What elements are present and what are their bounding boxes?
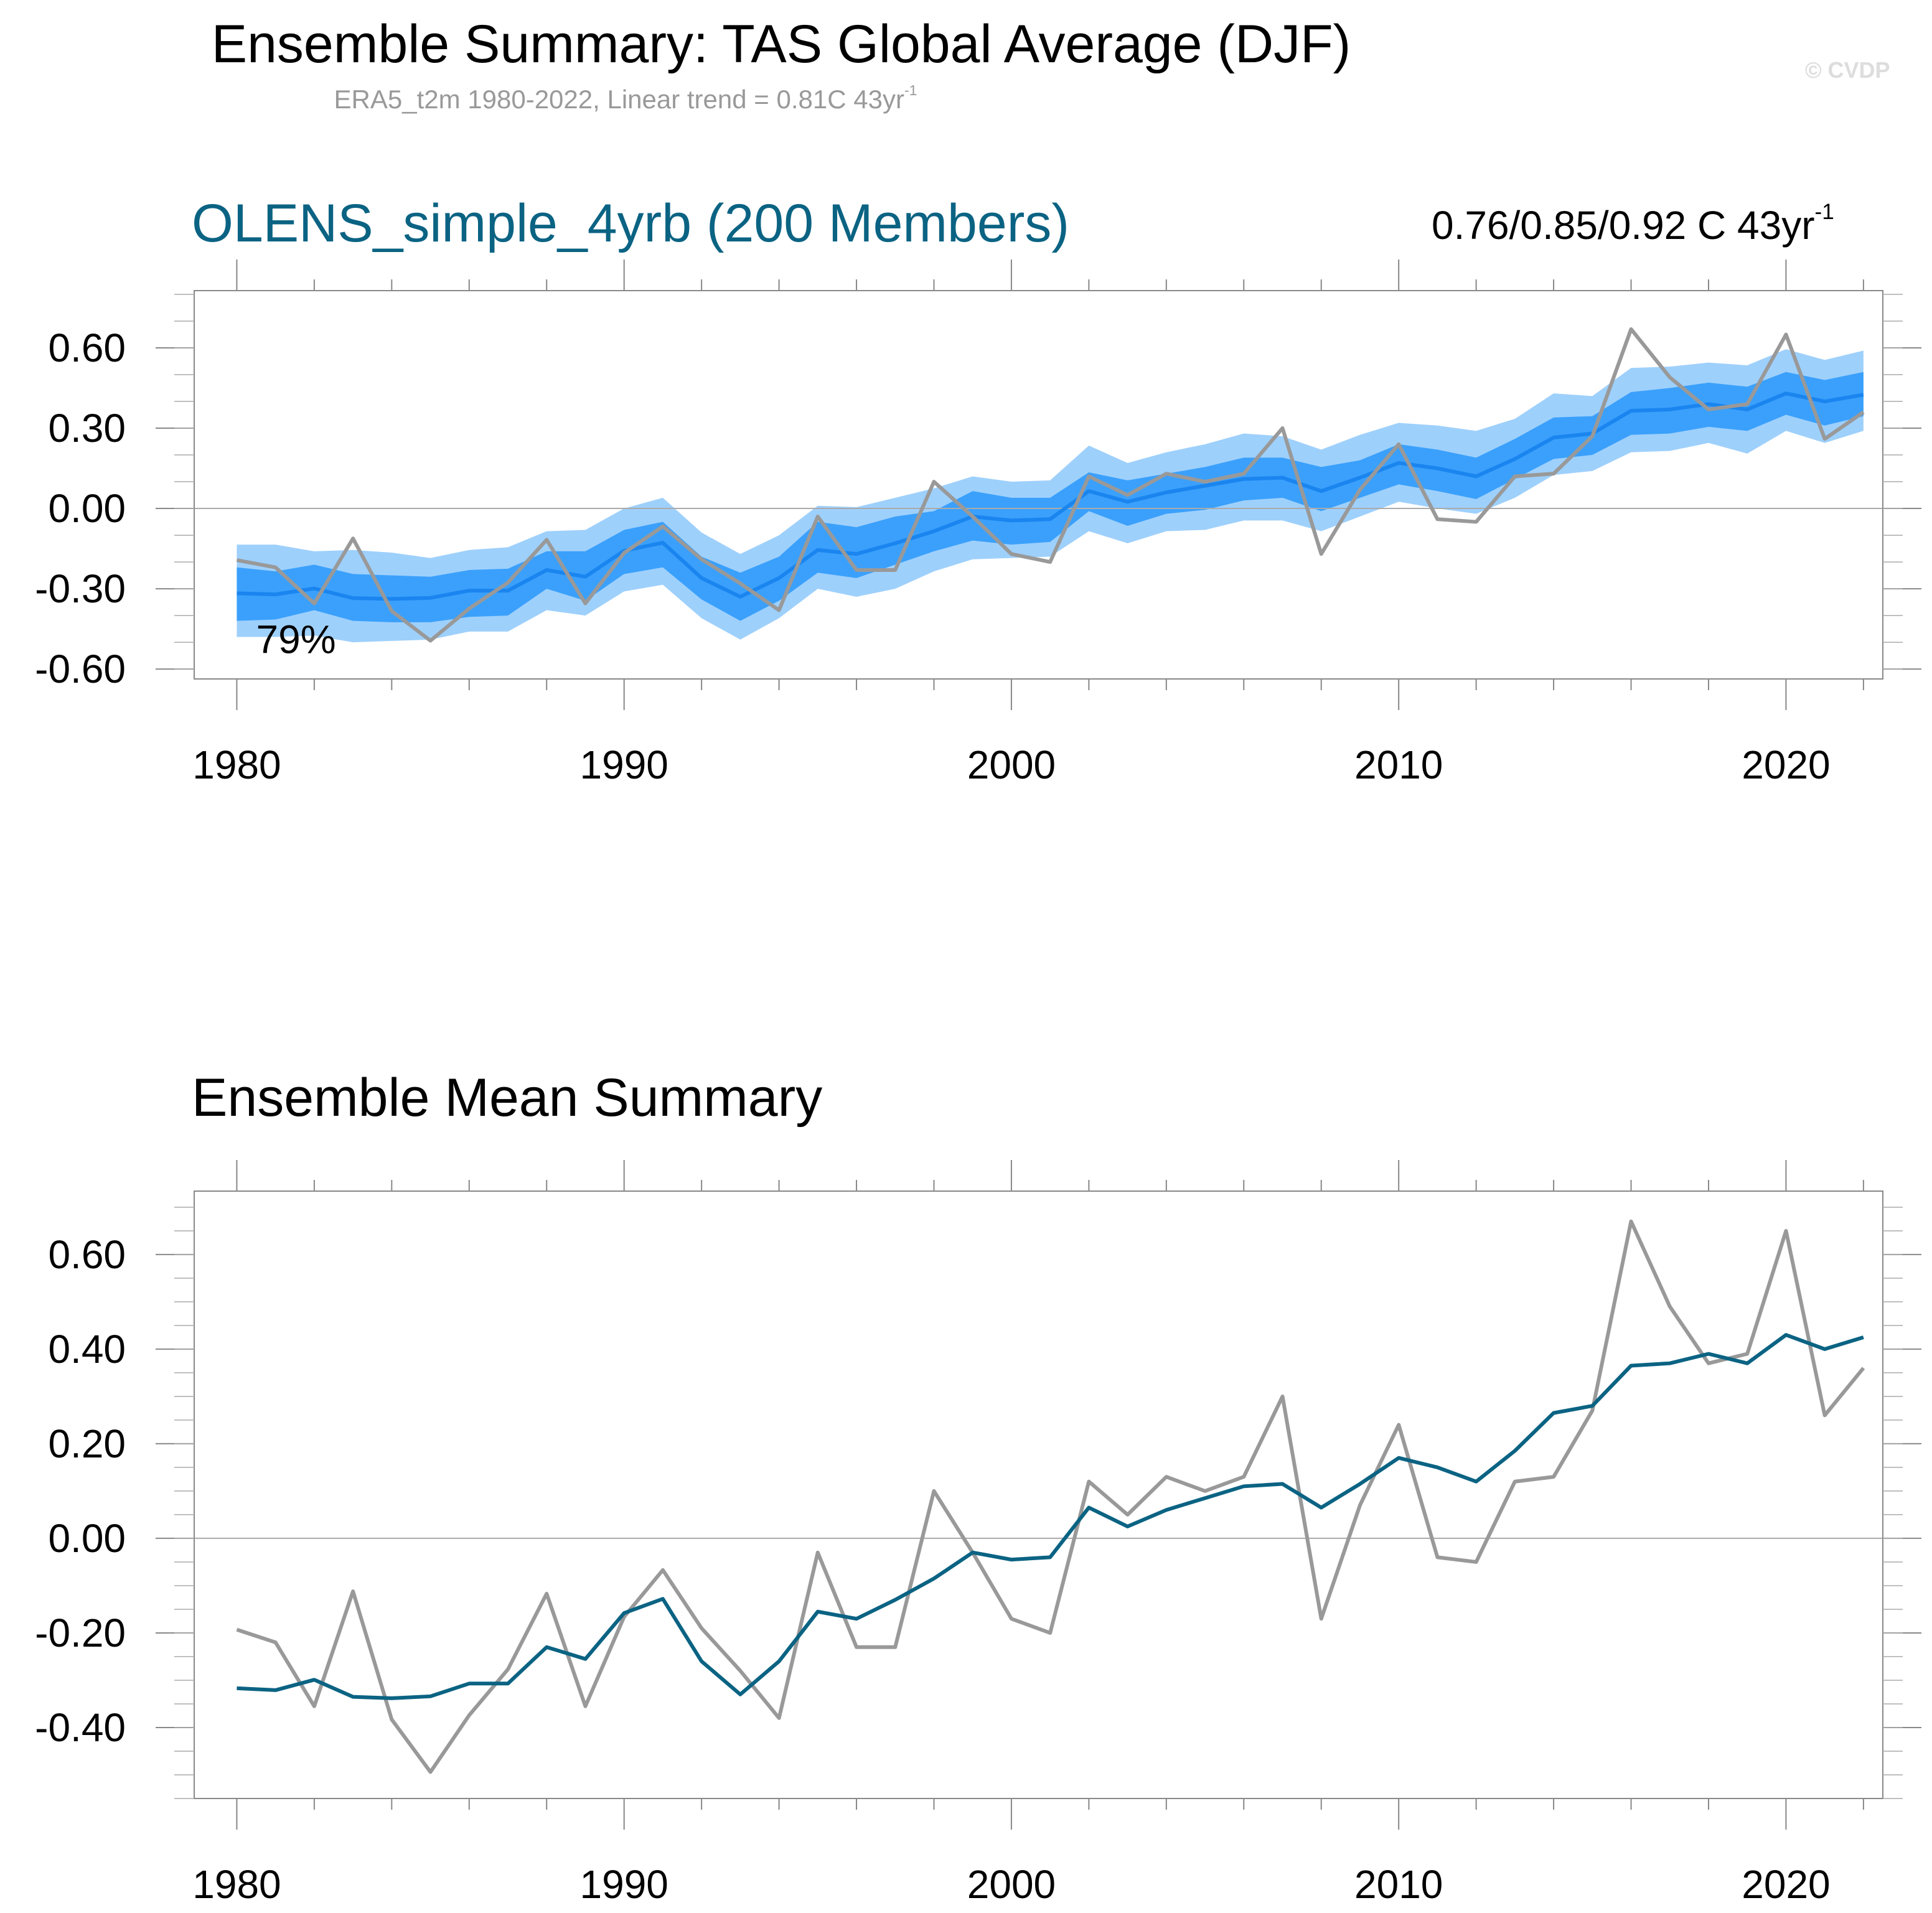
y-tick-label: 0.00 [48,1516,126,1561]
x-tick-label: 1980 [192,1862,281,1907]
y-tick-label: 0.00 [48,486,126,531]
y-tick-label: 0.30 [48,406,126,451]
ensemble-spread-panel: 1980 1990 2000 2010 2020 -0.60 -0.30 0.00 0.30 0.… [35,260,1921,787]
ensemble-mean-panel: 1980 1990 2000 2010 2020 -0.40 -0.20 0.00 0.20 0.… [35,1160,1921,1907]
subtitle: ERA5_t2m 1980-2022, Linear trend = 0.81C… [0,82,1251,115]
trend-range-label: 0.76/0.85/0.92 C 43yr-1 [1432,200,1834,248]
subtitle-text: ERA5_t2m 1980-2022, Linear trend = 0.81C… [334,85,904,114]
y-tick-label: -0.30 [35,566,126,611]
trend-range-superscript: -1 [1814,200,1834,224]
x-tick-label: 2010 [1354,1862,1443,1907]
subtitle-superscript: -1 [904,82,917,98]
y-tick-label: 0.40 [48,1327,126,1372]
y-tick-label: -0.40 [35,1705,126,1750]
x-tick-label: 2020 [1742,1862,1830,1907]
plot-frame [194,1190,1883,1799]
panel2-title: Ensemble Mean Summary [192,1068,823,1128]
inner-spread-band [237,372,1864,622]
y-tick-label: -0.20 [35,1611,126,1655]
plot-frame [194,290,1883,680]
y-tick-label: 0.20 [48,1421,126,1466]
x-tick-label: 1990 [580,742,668,787]
cvdp-watermark: © CVDP [1805,57,1890,83]
x-tick-label: 2000 [967,1862,1056,1907]
y-tick-label: -0.60 [35,647,126,691]
observations-line [236,327,1865,643]
x-tick-label: 2020 [1742,742,1830,787]
observations-line [236,1219,1865,1774]
main-title: Ensemble Summary: TAS Global Average (DJ… [211,14,1351,74]
ensemble-mean-line [237,1333,1864,1700]
x-tick-label: 2000 [967,742,1056,787]
y-tick-label: 0.60 [48,325,126,370]
x-tick-label: 2010 [1354,742,1443,787]
trend-range-text: 0.76/0.85/0.92 C 43yr [1432,203,1815,248]
panel1-title: OLENS_simple_4yrb (200 Members) [192,194,1069,253]
percentage-annotation: 79% [256,617,336,662]
x-tick-label: 1990 [580,1862,668,1907]
x-tick-label: 1980 [192,742,281,787]
y-tick-label: 0.60 [48,1232,126,1277]
